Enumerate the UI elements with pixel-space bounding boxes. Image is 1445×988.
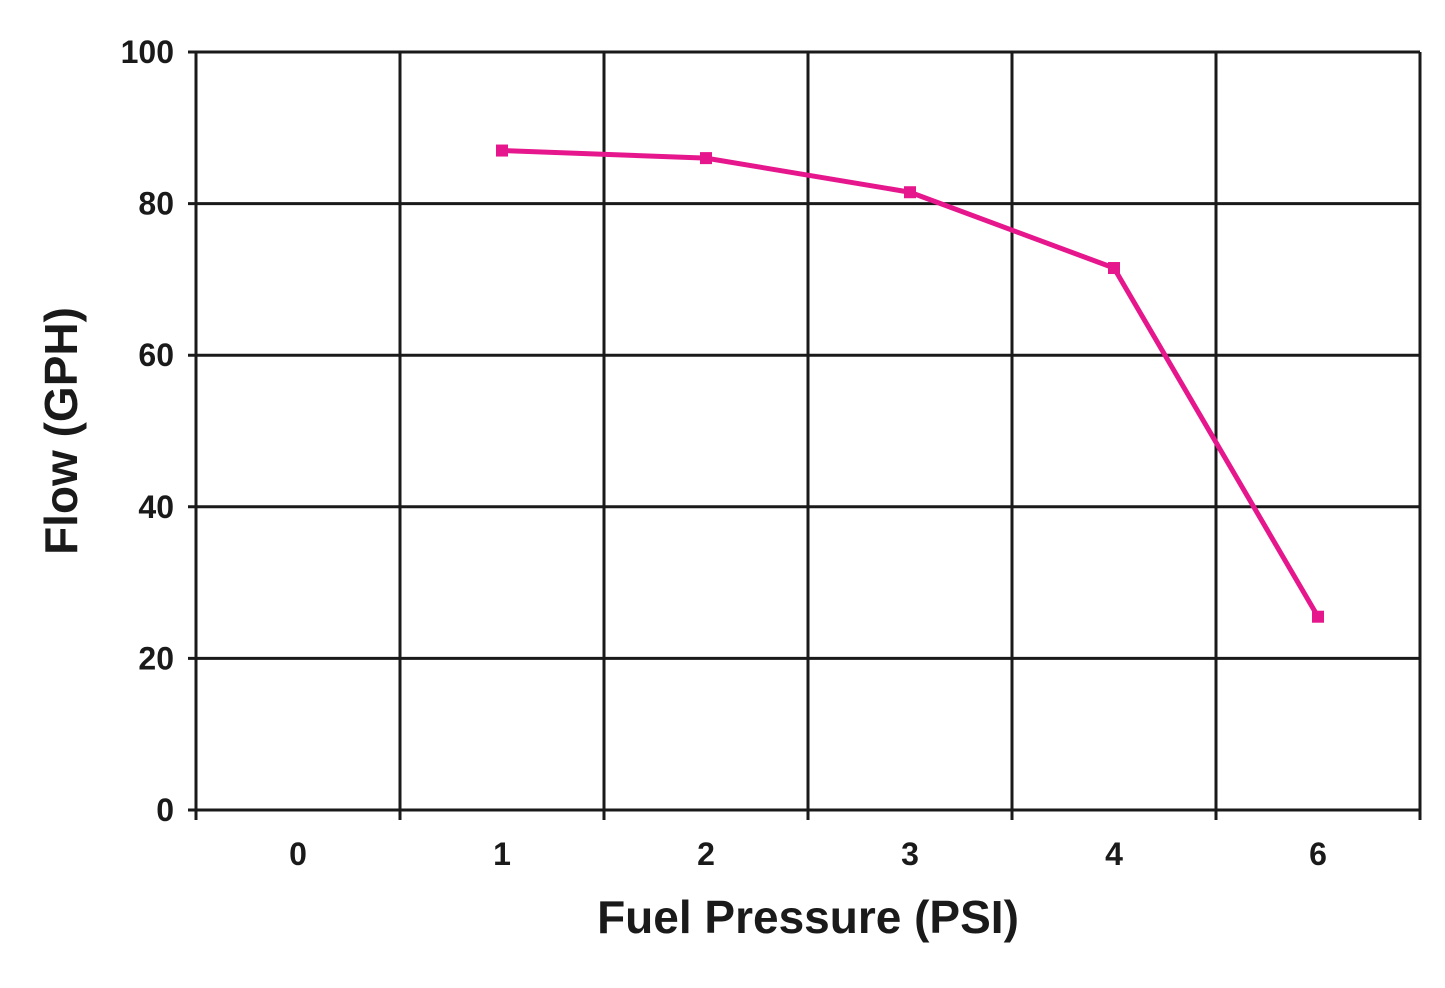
x-tick-label: 2 [697,836,715,872]
y-axis-ticks: 0 20 40 60 80 100 [121,34,174,828]
series-line [501,148,1321,618]
x-tick-label: 0 [289,836,307,872]
data-point-marker [496,144,508,157]
y-tick-label: 40 [138,489,174,525]
x-axis-ticks: 0 1 2 3 4 6 [289,836,1327,872]
x-tick-label: 4 [1105,836,1123,872]
x-tick-label: 3 [901,836,919,872]
y-tick-label: 100 [121,34,174,70]
y-axis-title: Flow (GPH) [35,307,87,555]
data-point-marker [1312,610,1324,623]
y-tick-label: 80 [138,186,174,222]
grid [188,50,1422,820]
data-point-marker [904,186,916,199]
x-tick-label: 6 [1309,836,1327,872]
y-tick-label: 0 [156,792,174,828]
y-tick-label: 20 [138,640,174,676]
x-tick-label: 1 [493,836,511,872]
series [496,144,1324,623]
data-point-marker [1108,262,1120,275]
x-axis-title: Fuel Pressure (PSI) [597,891,1019,943]
data-point-marker [700,152,712,165]
y-tick-label: 60 [138,337,174,373]
